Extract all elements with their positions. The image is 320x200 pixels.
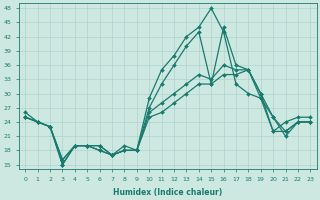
- X-axis label: Humidex (Indice chaleur): Humidex (Indice chaleur): [113, 188, 222, 197]
